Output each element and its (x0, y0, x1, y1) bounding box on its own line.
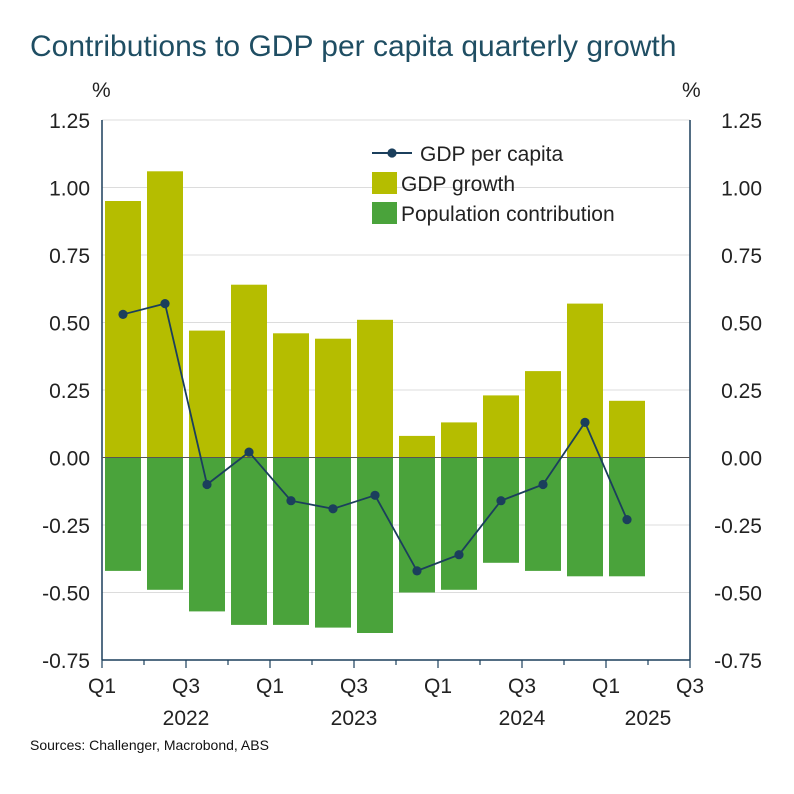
gdp-per-capita-point (328, 504, 338, 514)
gdp-per-capita-point (118, 309, 128, 319)
tick-labels: 1.25 1.25 1.00 1.00 0.75 0.75 0.50 0.50 0.25 0.25… (42, 110, 762, 730)
gdp-growth-bar (315, 338, 351, 458)
y-tick-label-left: 1.25 (49, 110, 90, 133)
population-contribution-bar (357, 457, 393, 633)
population-contribution-bar (483, 457, 519, 563)
x-year-label: 2024 (499, 707, 546, 730)
x-tick-label: Q1 (592, 675, 620, 698)
population-contribution-bar (147, 457, 183, 590)
gdp-per-capita-point (622, 515, 632, 525)
x-tick-label: Q3 (508, 675, 536, 698)
population-contribution-bar (567, 457, 603, 577)
chart-svg: % % 1.25 1.25 1.00 1.00 0.75 0.75 0.50 0.50 0.25… (42, 79, 762, 730)
y-tick-label-left: 0.25 (49, 380, 90, 403)
y-tick-label-right: 1.25 (721, 110, 762, 133)
x-tick-label: Q3 (340, 675, 368, 698)
chart-title: Contributions to GDP per capita quarterl… (30, 30, 677, 63)
x-tick-label: Q1 (256, 675, 284, 698)
gdp-growth-bar (567, 303, 603, 458)
population-contribution-bar (105, 457, 141, 571)
legend-population-swatch (372, 202, 397, 224)
legend-gdp-growth-swatch (372, 172, 397, 194)
y-tick-label-left: 0.50 (49, 313, 90, 336)
legend-label: GDP per capita (420, 143, 564, 166)
y-unit-right: % (682, 79, 701, 102)
gdp-growth-bar (273, 333, 309, 458)
y-tick-label-right: 0.00 (721, 448, 762, 471)
gdp-per-capita-point (580, 417, 590, 427)
gdp-per-capita-point (244, 447, 254, 457)
gdp-growth-bar (399, 435, 435, 458)
x-tick-label: Q3 (172, 675, 200, 698)
x-tick-label: Q3 (676, 675, 704, 698)
y-tick-label-left: -0.75 (42, 650, 90, 673)
y-tick-label-right: -0.75 (714, 650, 762, 673)
y-tick-label-left: -0.25 (42, 515, 90, 538)
gdp-per-capita-line (118, 299, 632, 576)
source-note: Sources: Challenger, Macrobond, ABS (30, 737, 269, 753)
y-tick-label-right: 0.50 (721, 313, 762, 336)
population-contribution-bar (273, 457, 309, 625)
population-contribution-bar (231, 457, 267, 625)
bars (105, 171, 645, 633)
gdp-growth-bar (357, 319, 393, 458)
population-contribution-bar (315, 457, 351, 628)
gdp-growth-bar (483, 395, 519, 458)
y-tick-label-right: -0.25 (714, 515, 762, 538)
gdp-growth-bar (441, 422, 477, 458)
gdp-per-capita-point (370, 490, 380, 500)
legend-label: Population contribution (401, 203, 615, 226)
y-tick-label-left: 0.00 (49, 448, 90, 471)
y-tick-label-right: 0.75 (721, 245, 762, 268)
population-contribution-bar (525, 457, 561, 571)
gdp-growth-bar (525, 371, 561, 458)
x-year-label: 2023 (331, 707, 378, 730)
gdp-growth-bar (609, 400, 645, 458)
y-tick-label-right: -0.50 (714, 583, 762, 606)
gdp-per-capita-point (538, 479, 548, 490)
legend: GDP per capita GDP growth Population contr… (372, 143, 615, 226)
gdp-growth-bar (189, 330, 225, 458)
y-tick-label-right: 1.00 (721, 178, 762, 201)
population-contribution-bar (441, 457, 477, 590)
y-tick-label-left: 0.75 (49, 245, 90, 268)
legend-marker-swatch (387, 148, 397, 158)
gdp-per-capita-point (454, 550, 464, 560)
gdp-growth-bar (105, 201, 141, 458)
gdp-per-capita-point (412, 566, 422, 576)
x-tick-label: Q1 (424, 675, 452, 698)
y-tick-label-left: 1.00 (49, 178, 90, 201)
y-unit-left: % (92, 79, 111, 102)
gdp-growth-bar (147, 171, 183, 458)
gdp-per-capita-point (202, 479, 212, 490)
x-year-label: 2022 (163, 707, 210, 730)
gdp-per-capita-point (160, 299, 170, 309)
y-tick-label-left: -0.50 (42, 583, 90, 606)
gdp-per-capita-point (496, 496, 506, 506)
gdp-growth-bar (231, 284, 267, 458)
x-tick-label: Q1 (88, 675, 116, 698)
y-tick-label-right: 0.25 (721, 380, 762, 403)
legend-label: GDP growth (401, 173, 515, 196)
gdp-per-capita-point (286, 496, 296, 506)
x-year-label: 2025 (625, 707, 672, 730)
